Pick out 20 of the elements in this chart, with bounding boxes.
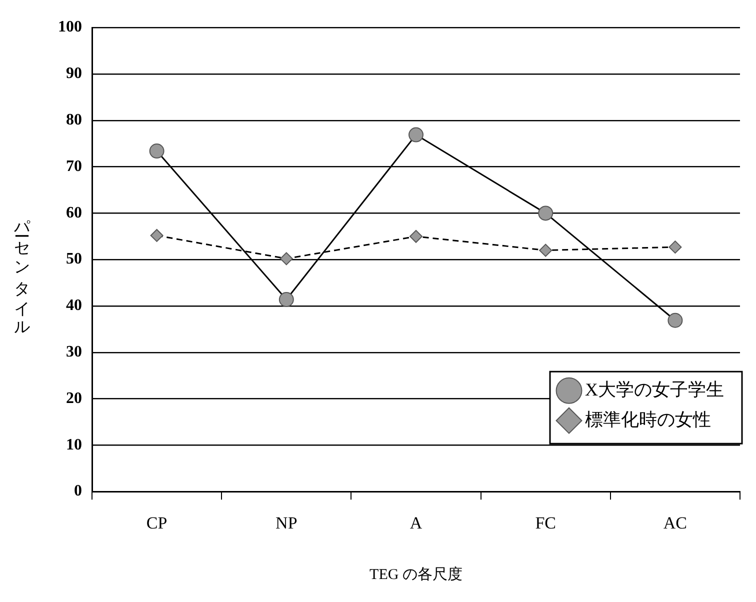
x-tick-label: A (410, 513, 423, 532)
y-axis-title: パーセンタイル (12, 208, 31, 330)
x-tick-label: FC (535, 513, 556, 532)
y-tick-label: 90 (66, 65, 82, 82)
y-tick-label: 30 (66, 344, 82, 361)
x-tick-label: CP (146, 513, 168, 532)
y-tick-label: 10 (66, 436, 82, 454)
y-tick-label: 0 (74, 482, 82, 500)
x-tick-label: AC (663, 513, 688, 532)
y-tick-label: 100 (58, 18, 82, 36)
y-tick-label: 50 (66, 250, 82, 268)
legend-label: 標準化時の女性 (585, 409, 711, 430)
y-tick-label: 80 (66, 112, 82, 129)
y-tick-label: 70 (66, 158, 82, 175)
legend-label: X大学の女子学生 (585, 379, 724, 400)
x-tick-label: NP (276, 513, 298, 532)
y-tick-label: 20 (66, 390, 82, 407)
x-axis-title: TEG の各尺度 (370, 566, 462, 583)
y-tick-label: 60 (66, 204, 82, 222)
y-tick-label: 40 (66, 297, 82, 314)
